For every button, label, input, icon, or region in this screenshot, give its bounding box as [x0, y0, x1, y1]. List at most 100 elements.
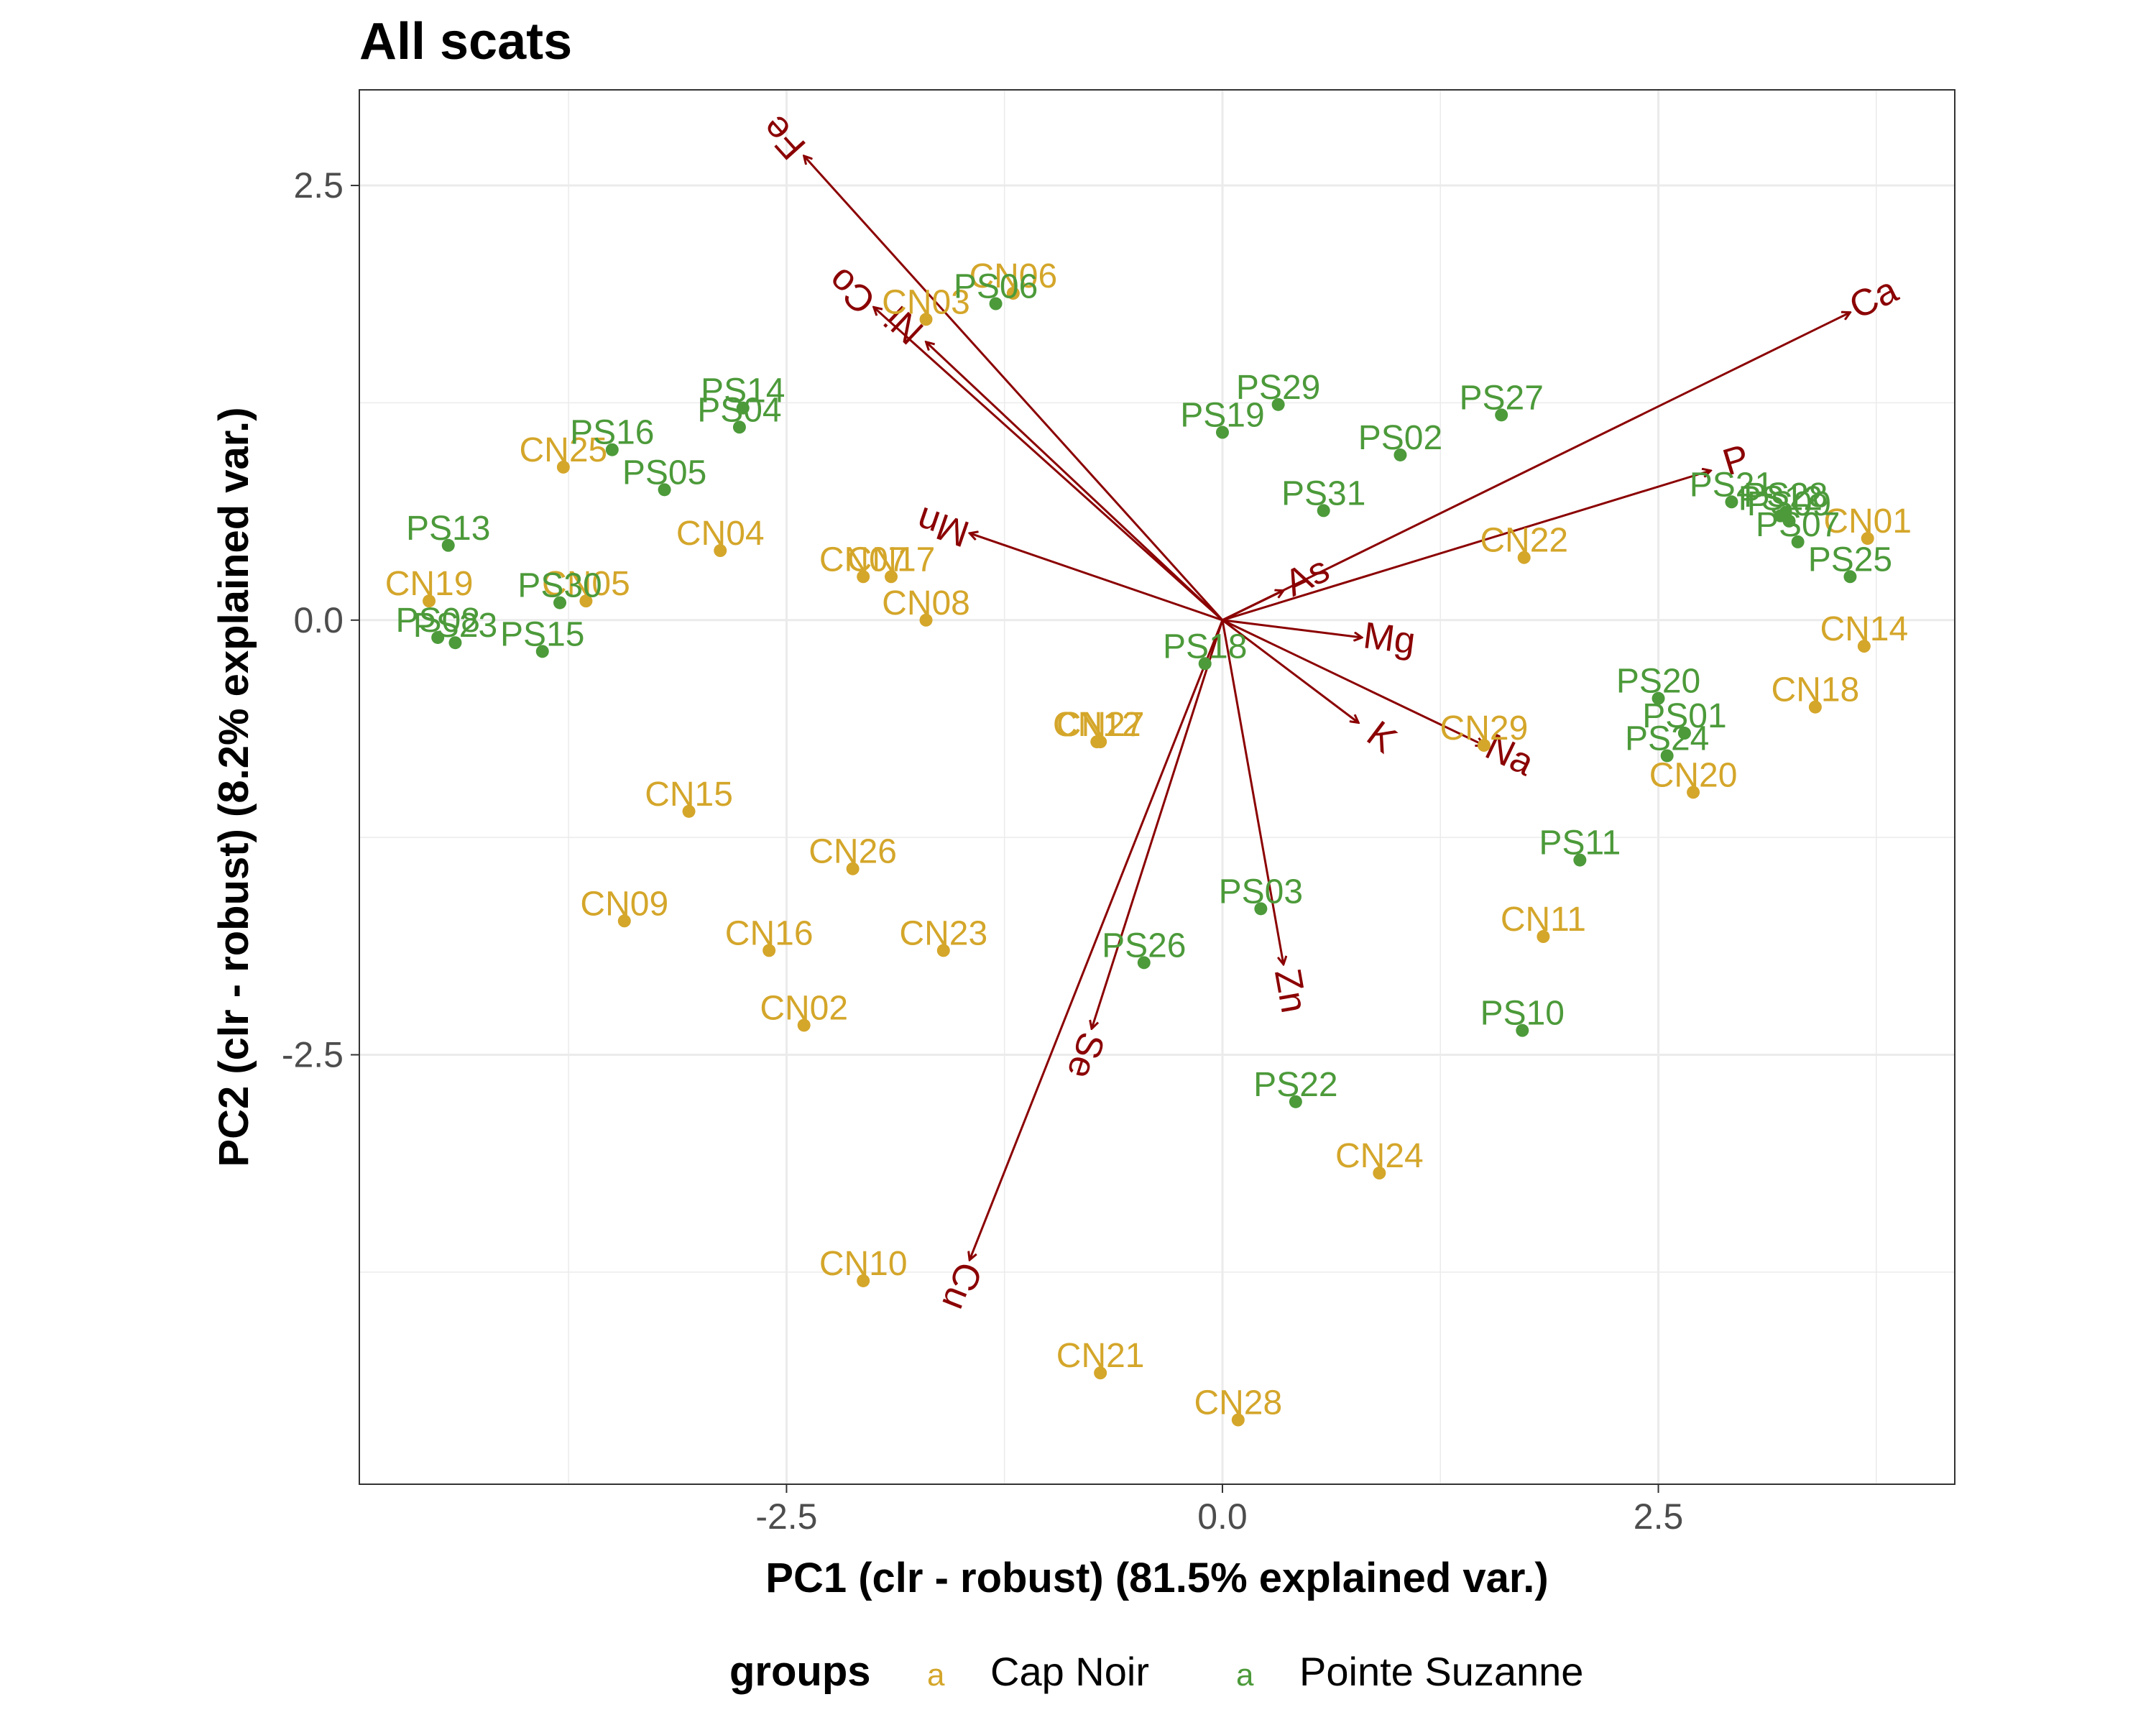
arrow-mn — [969, 533, 1223, 622]
point-cn20 — [1687, 786, 1700, 799]
point-cn25 — [556, 460, 570, 474]
point-cn18 — [1808, 700, 1822, 714]
point-label-ps15: PS15 — [500, 615, 584, 653]
arrow-p — [1222, 471, 1710, 622]
point-label-cn26: CN26 — [808, 833, 897, 871]
point-ps26 — [1137, 956, 1151, 970]
point-ps07 — [1791, 535, 1805, 548]
point-cn16 — [763, 944, 776, 957]
point-label-cn28: CN28 — [1194, 1384, 1282, 1422]
point-ps22 — [1289, 1095, 1302, 1108]
point-cn23 — [936, 944, 950, 957]
arrow-label-cu: Cu — [934, 1256, 990, 1316]
point-cn01 — [1861, 532, 1874, 546]
point-label-ps24: PS24 — [1625, 719, 1709, 758]
point-cn09 — [617, 914, 631, 928]
point-label-cn16: CN16 — [725, 914, 814, 952]
point-label-ps16: PS16 — [570, 414, 654, 452]
point-ps03 — [1254, 902, 1268, 916]
arrow-label-se: Se — [1059, 1027, 1112, 1083]
point-label-ps08: PS08 — [395, 602, 479, 640]
point-cn24 — [1373, 1167, 1386, 1180]
point-label-ps02: PS02 — [1358, 419, 1442, 457]
point-cn26 — [846, 862, 860, 875]
y-tick-label: 2.5 — [293, 165, 344, 206]
point-label-cn24: CN24 — [1335, 1137, 1424, 1175]
point-label-ps06: PS06 — [954, 268, 1038, 306]
point-cn06 — [1006, 287, 1020, 300]
point-cn03 — [919, 313, 933, 326]
point-cn05 — [579, 594, 593, 608]
legend-key-1: a — [1236, 1657, 1254, 1693]
point-ps30 — [553, 596, 567, 610]
point-cn08 — [919, 613, 933, 627]
point-label-cn17: CN17 — [847, 540, 936, 579]
point-cn14 — [1857, 640, 1871, 653]
point-label-cn03: CN03 — [882, 283, 970, 321]
point-label-ps26: PS26 — [1102, 926, 1186, 965]
x-tick-label: 0.0 — [1197, 1496, 1248, 1537]
point-label-ps20: PS20 — [1616, 663, 1700, 701]
point-label-cn15: CN15 — [645, 776, 733, 814]
arrow-label-mg: Mg — [1361, 615, 1418, 662]
point-ps13 — [441, 538, 455, 552]
point-label-ps22: PS22 — [1253, 1066, 1337, 1104]
arrow-as — [1222, 591, 1284, 622]
point-label-cn09: CN09 — [580, 885, 668, 923]
y-tick-label: 0.0 — [293, 600, 344, 640]
point-ps14 — [736, 401, 750, 415]
point-cn28 — [1231, 1413, 1245, 1427]
point-ps04 — [732, 420, 746, 434]
point-ps06 — [989, 297, 1003, 310]
point-label-cn06: CN06 — [969, 257, 1057, 295]
arrow-label-ca: Ca — [1843, 269, 1904, 327]
point-cn04 — [714, 544, 727, 558]
axis-ticks: -2.5 0.0 2.5 -2.5 0.0 2.5 — [282, 165, 1683, 1537]
point-cn27 — [1094, 735, 1107, 749]
point-label-cn01: CN01 — [1823, 502, 1912, 540]
arrow-label-k: K — [1359, 713, 1404, 761]
arrow-label-co: Co — [820, 259, 883, 323]
arrow-cu — [969, 620, 1224, 1260]
arrow-zn — [1221, 620, 1284, 965]
point-label-ps10: PS10 — [1480, 995, 1565, 1033]
y-tick-label: -2.5 — [282, 1035, 344, 1075]
point-label-ps07: PS07 — [1756, 506, 1840, 544]
point-cn11 — [1537, 930, 1550, 944]
point-ps21 — [1725, 495, 1738, 509]
point-label-cn11: CN11 — [1501, 901, 1586, 939]
point-label-cn27: CN27 — [1056, 706, 1145, 744]
point-ps25 — [1843, 570, 1857, 584]
point-cn15 — [682, 804, 696, 818]
sample-points: CN01CN02CN03CN04CN05CN06CN07CN08CN09CN10… — [385, 257, 1912, 1427]
legend-label-1: Pointe Suzanne — [1299, 1649, 1583, 1694]
point-ps19 — [1215, 426, 1229, 439]
point-ps10 — [1516, 1024, 1529, 1037]
point-label-cn22: CN22 — [1480, 522, 1568, 560]
arrow-mg — [1222, 619, 1362, 638]
arrow-ca — [1222, 313, 1850, 622]
grid-lines — [359, 90, 1955, 1484]
point-cn07 — [857, 570, 870, 584]
point-label-cn10: CN10 — [819, 1245, 908, 1283]
point-ps28 — [1779, 505, 1792, 519]
y-axis-title: PC2 (clr - robust) (8.2% explained var.) — [211, 407, 257, 1167]
point-ps02 — [1393, 448, 1407, 461]
point-label-ps14: PS14 — [701, 372, 785, 410]
point-label-ps05: PS05 — [622, 454, 706, 492]
point-label-ps29: PS29 — [1236, 369, 1320, 407]
point-label-cn19: CN19 — [385, 565, 474, 603]
x-axis-title: PC1 (clr - robust) (81.5% explained var.… — [765, 1555, 1548, 1601]
point-ps29 — [1271, 397, 1285, 411]
legend-label-0: Cap Noir — [990, 1649, 1149, 1694]
point-label-ps13: PS13 — [406, 510, 490, 548]
legend: groups a Cap Noir a Pointe Suzanne — [729, 1648, 1583, 1695]
point-label-cn08: CN08 — [882, 584, 970, 622]
point-label-ps27: PS27 — [1459, 379, 1543, 417]
legend-title: groups — [729, 1648, 871, 1695]
point-cn10 — [857, 1274, 870, 1287]
chart-title: All scats — [359, 13, 572, 70]
point-ps15 — [535, 645, 549, 658]
point-label-cn25: CN25 — [520, 431, 608, 469]
